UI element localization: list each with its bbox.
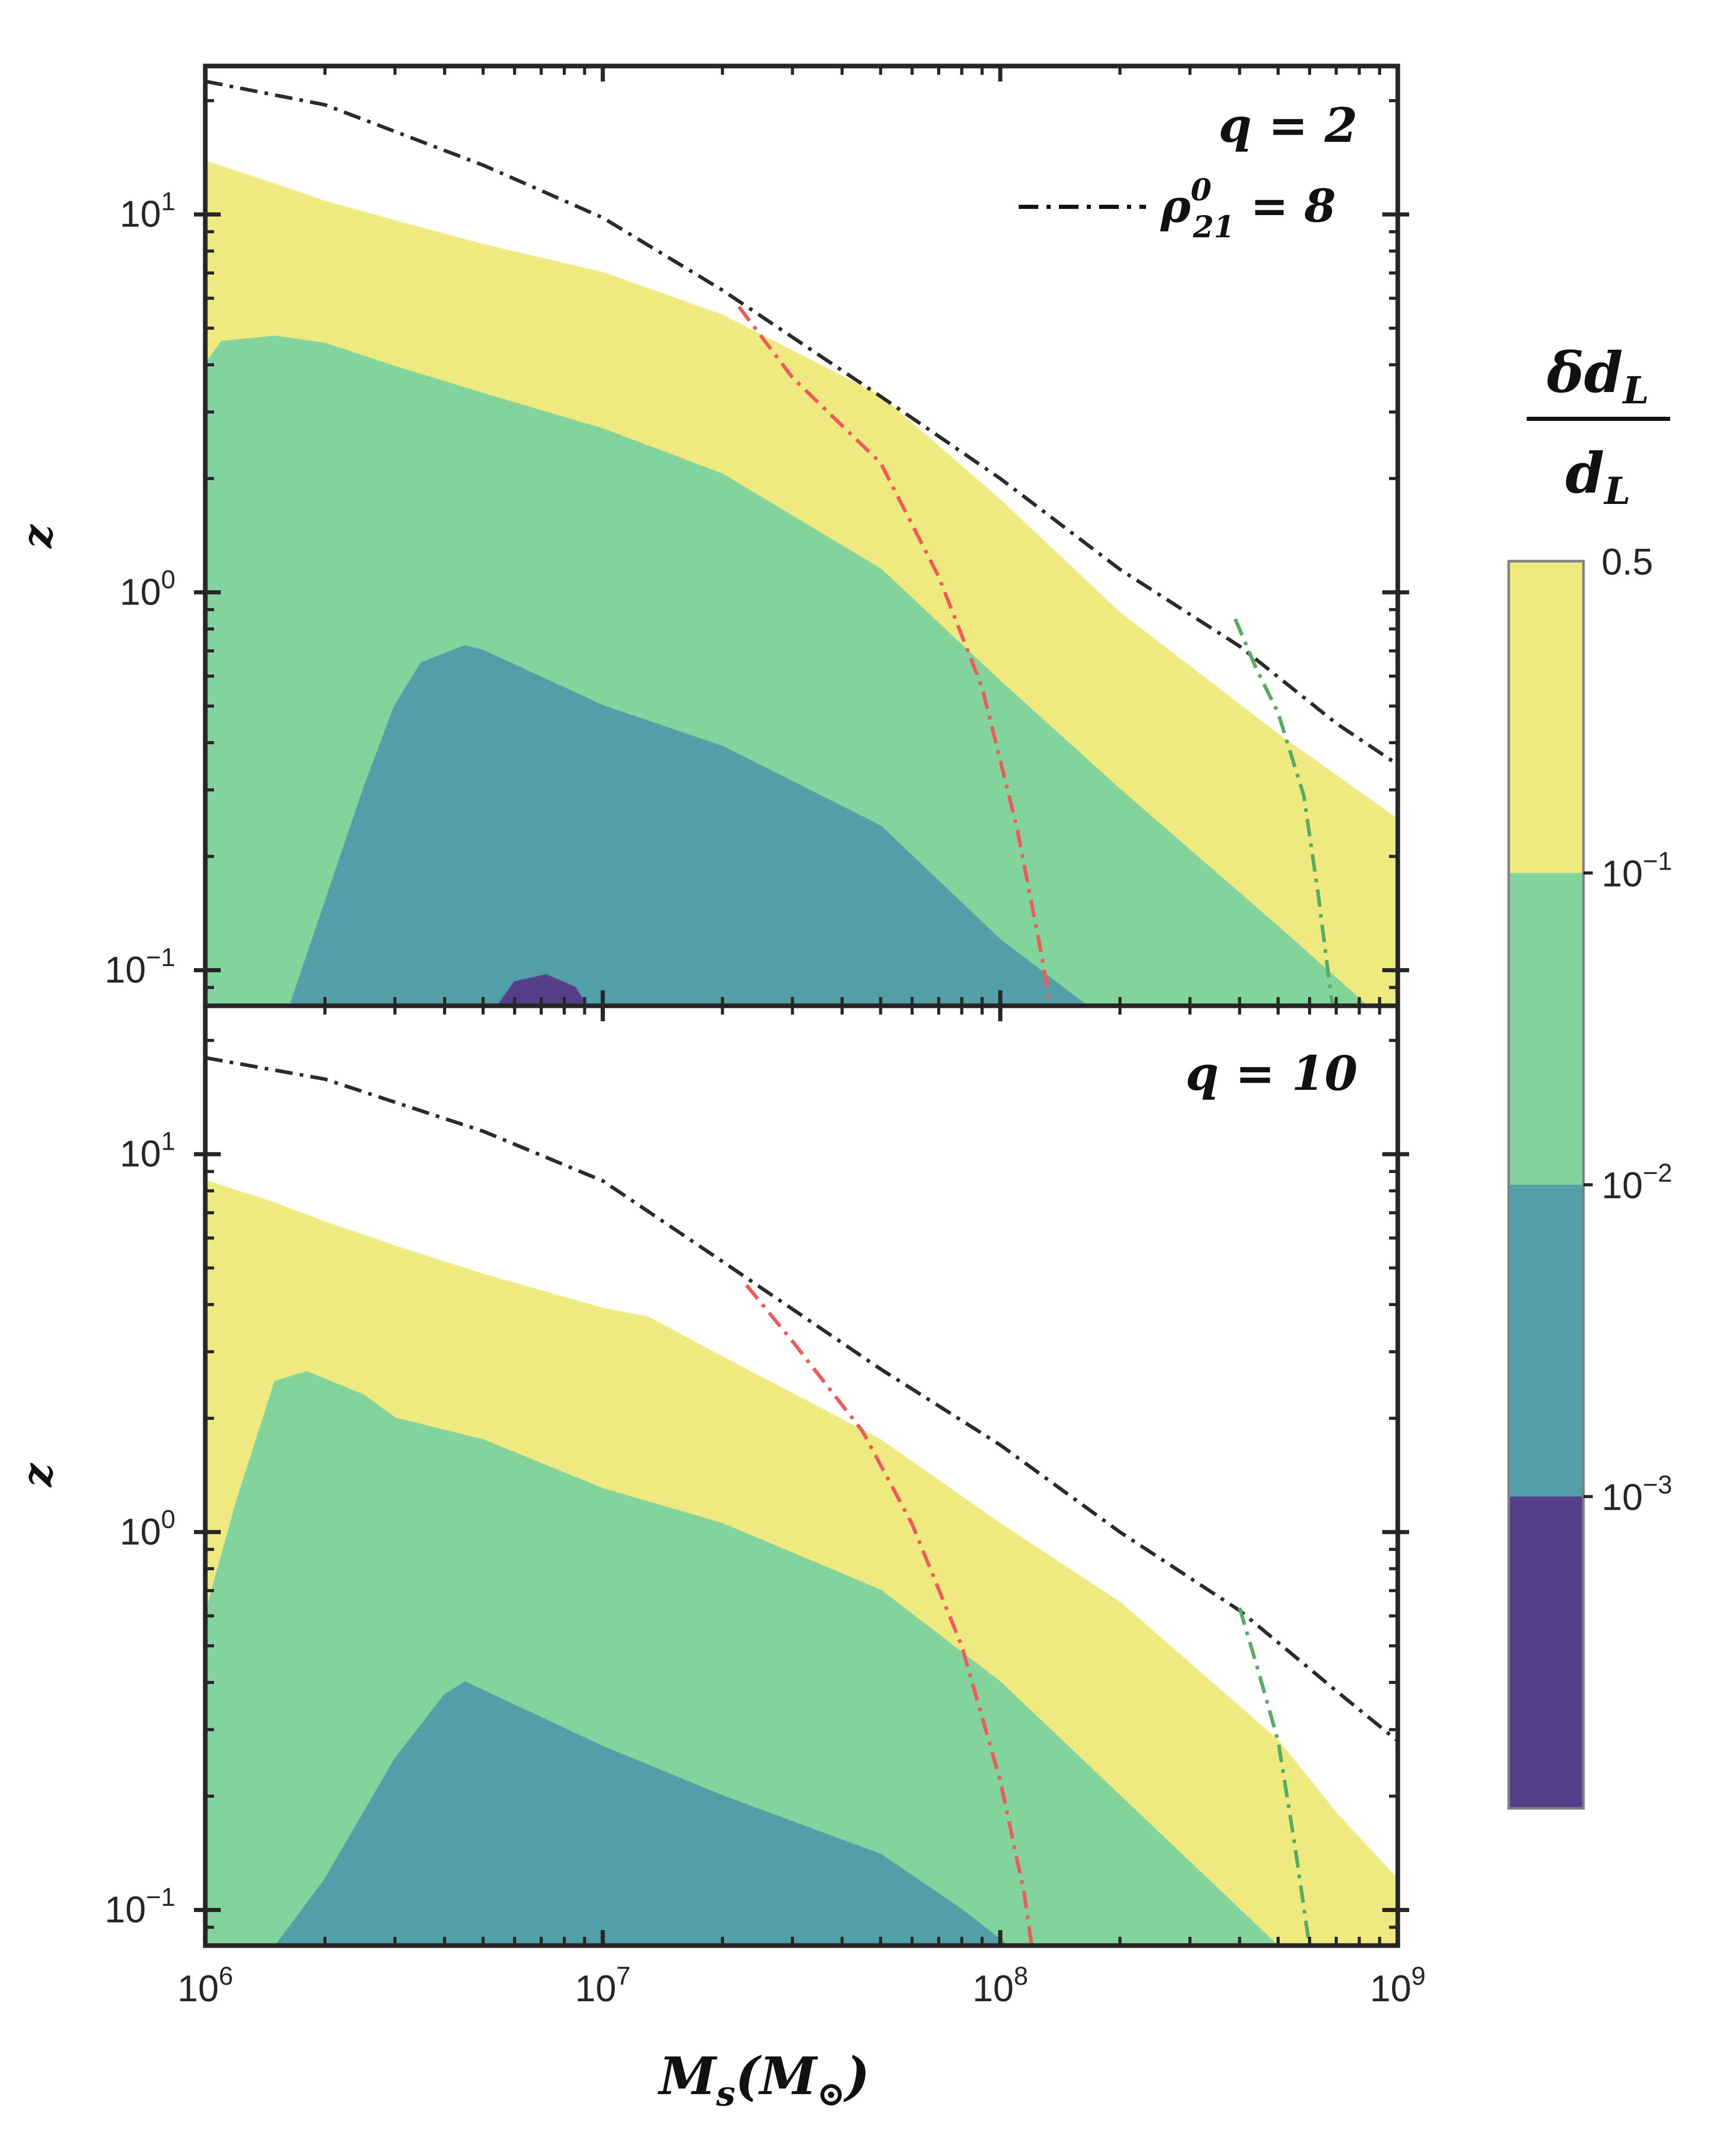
colorbar-ticks: 0.5 10−1 10−2 10−3 bbox=[1583, 542, 1672, 1518]
top-y-ticks: 10−1 100 101 bbox=[105, 99, 1409, 991]
bot-y-tick-label-1: 100 bbox=[120, 1505, 175, 1553]
x-tick-label-3: 109 bbox=[1370, 1962, 1426, 2010]
bot-curve-1 bbox=[745, 1284, 1034, 1946]
top-y-tick-label-2: 101 bbox=[120, 187, 175, 235]
colorbar-band-2 bbox=[1509, 1185, 1583, 1497]
bottom-y-axis-label: z bbox=[13, 1463, 61, 1488]
colorbar-title-denominator: dL bbox=[1565, 441, 1630, 513]
bottom-contour-regions bbox=[205, 1180, 1398, 1946]
x-tick-label-0: 106 bbox=[177, 1962, 233, 2010]
bottom-panel: 106 107 108 109 10−1 100 101 q = 10 bbox=[105, 1003, 1426, 2010]
colorbar-title-numerator: δdL bbox=[1546, 340, 1649, 412]
x-tick-label-1: 107 bbox=[575, 1962, 631, 2010]
top-y-tick-label-1: 100 bbox=[120, 565, 175, 613]
top-contour-regions bbox=[205, 160, 1398, 1006]
top-curve-0 bbox=[205, 79, 1398, 766]
bot-y-tick-label-2: 101 bbox=[120, 1127, 175, 1175]
colorbar-band-1 bbox=[1509, 873, 1583, 1185]
colorbar-band-0 bbox=[1509, 561, 1583, 874]
top-panel: 10−1 100 101 q = 2 ρ0 21 = 8 bbox=[105, 63, 1409, 1021]
top-curve-2 bbox=[1233, 618, 1335, 1006]
x-tick-label-2: 108 bbox=[972, 1962, 1028, 2010]
colorbar-tick-label-2: 10−2 bbox=[1602, 1158, 1672, 1206]
colorbar-bands bbox=[1509, 561, 1583, 1809]
colorbar-tick-label-1: 10−1 bbox=[1602, 847, 1672, 895]
top-curve-1 bbox=[737, 305, 1052, 1006]
bot-curve-0 bbox=[205, 1056, 1398, 1743]
bottom-panel-label: q = 10 bbox=[1186, 1046, 1358, 1101]
x-axis-label: Ms(M⊙) bbox=[658, 2046, 870, 2114]
bottom-axes-frame bbox=[203, 1003, 1400, 1948]
legend-label: ρ0 21 = 8 bbox=[1160, 172, 1336, 244]
colorbar: 0.5 10−1 10−2 10−3 δdL dL bbox=[1507, 340, 1672, 1810]
top-curves bbox=[205, 79, 1398, 1006]
bot-curve-2 bbox=[1237, 1607, 1312, 1946]
top-y-tick-label-0: 10−1 bbox=[105, 943, 175, 991]
top-y-axis-label: z bbox=[13, 524, 61, 549]
colorbar-tick-label-0: 0.5 bbox=[1602, 542, 1653, 583]
bottom-curves bbox=[205, 1056, 1398, 1946]
legend: ρ0 21 = 8 bbox=[1019, 172, 1336, 244]
colorbar-title: δdL dL bbox=[1527, 340, 1670, 513]
top-panel-label: q = 2 bbox=[1219, 97, 1358, 153]
bot-y-tick-label-0: 10−1 bbox=[105, 1883, 175, 1931]
colorbar-band-3 bbox=[1509, 1496, 1583, 1809]
colorbar-tick-label-3: 10−3 bbox=[1602, 1471, 1672, 1518]
